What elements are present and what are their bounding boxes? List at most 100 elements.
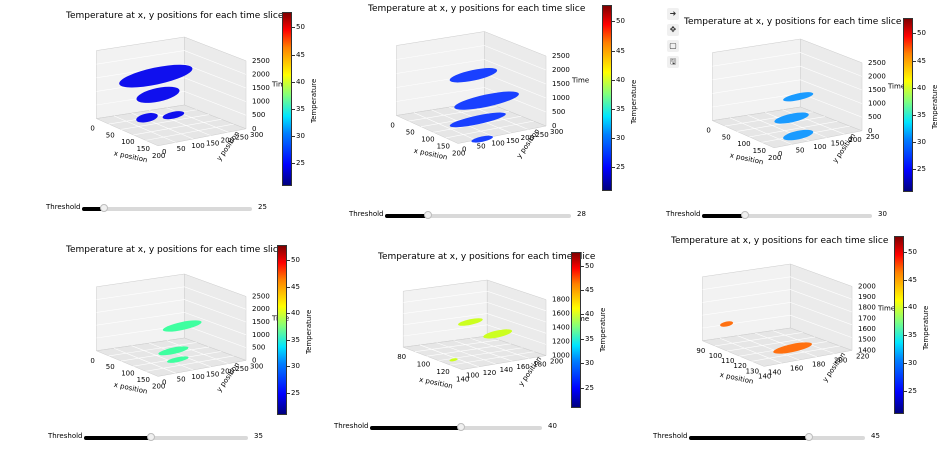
slider-track[interactable]	[702, 211, 872, 219]
x-axis-label: x position	[418, 376, 453, 391]
slider-handle[interactable]	[423, 211, 432, 219]
data-cluster	[783, 92, 814, 102]
slider-track[interactable]	[385, 211, 571, 219]
grid-line	[729, 117, 792, 145]
grid-line	[414, 339, 500, 352]
z-tick-label: 500	[252, 111, 265, 119]
slider-label: Threshold	[653, 432, 688, 440]
z-axis-label: Time	[877, 305, 895, 313]
y-tick-label: 250	[235, 134, 248, 142]
slider-handle[interactable]	[147, 433, 156, 441]
slider-handle[interactable]	[740, 211, 749, 219]
threshold-slider: Threshold 45	[653, 432, 889, 444]
slider-value: 28	[577, 210, 586, 218]
x-tick-label: 100	[421, 136, 434, 144]
square-icon[interactable]: ▢	[667, 40, 679, 52]
y-tick-label: 200	[550, 358, 563, 366]
y-tick-label: 220	[856, 352, 869, 360]
colorbar-tick-label: 35	[581, 334, 594, 343]
grid-line	[133, 118, 222, 136]
x-tick-label: 200	[152, 382, 165, 390]
grid-line	[131, 345, 194, 371]
slider-track[interactable]	[82, 204, 252, 212]
slider-label: Threshold	[349, 210, 384, 218]
x-tick-label: 0	[90, 125, 94, 133]
save-icon[interactable]: 🖫	[667, 56, 679, 68]
slider-track[interactable]	[370, 423, 542, 431]
arrow-right-icon[interactable]: ➜	[667, 8, 679, 20]
z-tick-label: 500	[252, 344, 265, 352]
colorbar-tick-label: 50	[292, 23, 305, 32]
x-tick-label: 0	[390, 122, 394, 130]
slider-handle[interactable]	[100, 204, 109, 212]
grid-line	[96, 63, 247, 89]
slider-fill	[689, 436, 809, 440]
grid-line	[113, 115, 176, 143]
colorbar-tick-label: 25	[612, 162, 625, 171]
move-icon[interactable]: ✥	[667, 24, 679, 36]
slider-value: 40	[548, 422, 557, 430]
x-tick-label: 200	[152, 152, 165, 160]
grid-line	[408, 106, 497, 122]
floor-plane	[403, 335, 547, 370]
x-tick-label: 150	[437, 143, 450, 151]
z-tick-label: 0	[252, 356, 256, 364]
z-tick-label: 2000	[252, 70, 270, 78]
slider-track[interactable]	[84, 433, 248, 441]
slider-handle[interactable]	[457, 423, 466, 431]
colorbar-tick-label: 40	[913, 83, 926, 92]
grid-line	[726, 336, 816, 352]
slider-fill	[702, 214, 745, 218]
data-cluster	[720, 321, 734, 327]
colorbar-tick-label: 50	[612, 17, 625, 26]
z-tick-label: 1500	[552, 80, 570, 88]
colorbar-tick-label: 40	[292, 77, 305, 86]
data-cluster	[458, 318, 483, 326]
z-tick-label: 500	[552, 108, 565, 116]
grid-line	[419, 344, 479, 368]
slider-fill	[370, 426, 462, 430]
y-tick-label: 100	[466, 372, 479, 380]
slider-track[interactable]	[689, 433, 865, 441]
data-cluster	[483, 329, 513, 339]
x-tick-label: 50	[722, 133, 731, 141]
grid-line	[702, 276, 853, 300]
grid-line	[712, 65, 863, 91]
grid-line	[702, 289, 853, 313]
slider-handle[interactable]	[804, 433, 813, 441]
grid-line	[149, 110, 211, 136]
colorbar-label: Temperature	[630, 79, 638, 125]
z-tick-label: 1000	[552, 352, 570, 360]
floor-plane	[711, 106, 863, 149]
y-tick-label: 100	[191, 373, 204, 381]
threshold-slider: Threshold 25	[46, 203, 276, 215]
colorbar-tick-label: 40	[612, 75, 625, 84]
grid-line	[436, 342, 496, 365]
z-tick-label: 1500	[858, 336, 876, 344]
z-tick-label: 1200	[552, 338, 570, 346]
grid-line	[426, 343, 511, 357]
x-tick-label: 0	[90, 357, 94, 365]
z-tick-label: 2000	[552, 66, 570, 74]
grid-line	[166, 340, 229, 364]
y-tick-label: 200	[221, 136, 234, 144]
colorbar-tick-label: 25	[904, 386, 917, 395]
grid-line	[737, 335, 800, 361]
y-tick-label: 0	[162, 378, 166, 386]
colorbar-tick-label: 30	[904, 358, 917, 367]
plot-title: Temperature at x, y positions for each t…	[378, 252, 596, 262]
grid-line	[438, 347, 523, 361]
colorbar-tick-label: 35	[292, 104, 305, 113]
plot-title: Temperature at x, y positions for each t…	[671, 236, 889, 246]
z-tick-label: 1500	[252, 84, 270, 92]
x-tick-label: 50	[106, 131, 115, 139]
grid-line	[736, 116, 826, 132]
y-tick-label: 300	[550, 128, 563, 136]
colorbar-label: Temperature	[599, 307, 607, 352]
